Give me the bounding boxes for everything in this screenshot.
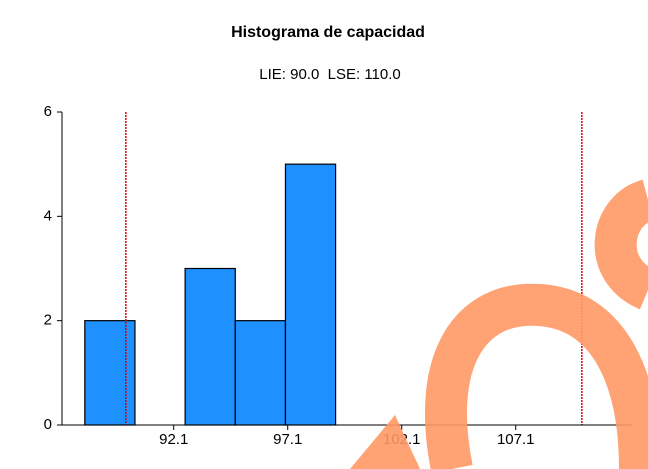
bar	[234, 320, 287, 426]
y-tick-label: 2	[44, 312, 52, 329]
watermark-shape	[350, 415, 420, 469]
x-tick-label: 107.1	[497, 431, 535, 448]
x-tick-label: 92.1	[159, 431, 188, 448]
y-tick-label: 6	[44, 103, 52, 120]
watermark-arc	[424, 283, 648, 469]
watermark	[350, 179, 648, 469]
y-tick-label: 0	[44, 416, 52, 433]
bar	[284, 163, 337, 426]
watermark-arc	[594, 179, 648, 310]
bar	[184, 267, 236, 426]
x-tick-label: 97.1	[273, 431, 302, 448]
y-tick-label: 4	[44, 207, 52, 224]
bar	[84, 320, 136, 426]
chart-subtitle: LIE: 90.0 LSE: 110.0	[259, 66, 401, 83]
chart-title: Histograma de capacidad	[231, 24, 425, 41]
